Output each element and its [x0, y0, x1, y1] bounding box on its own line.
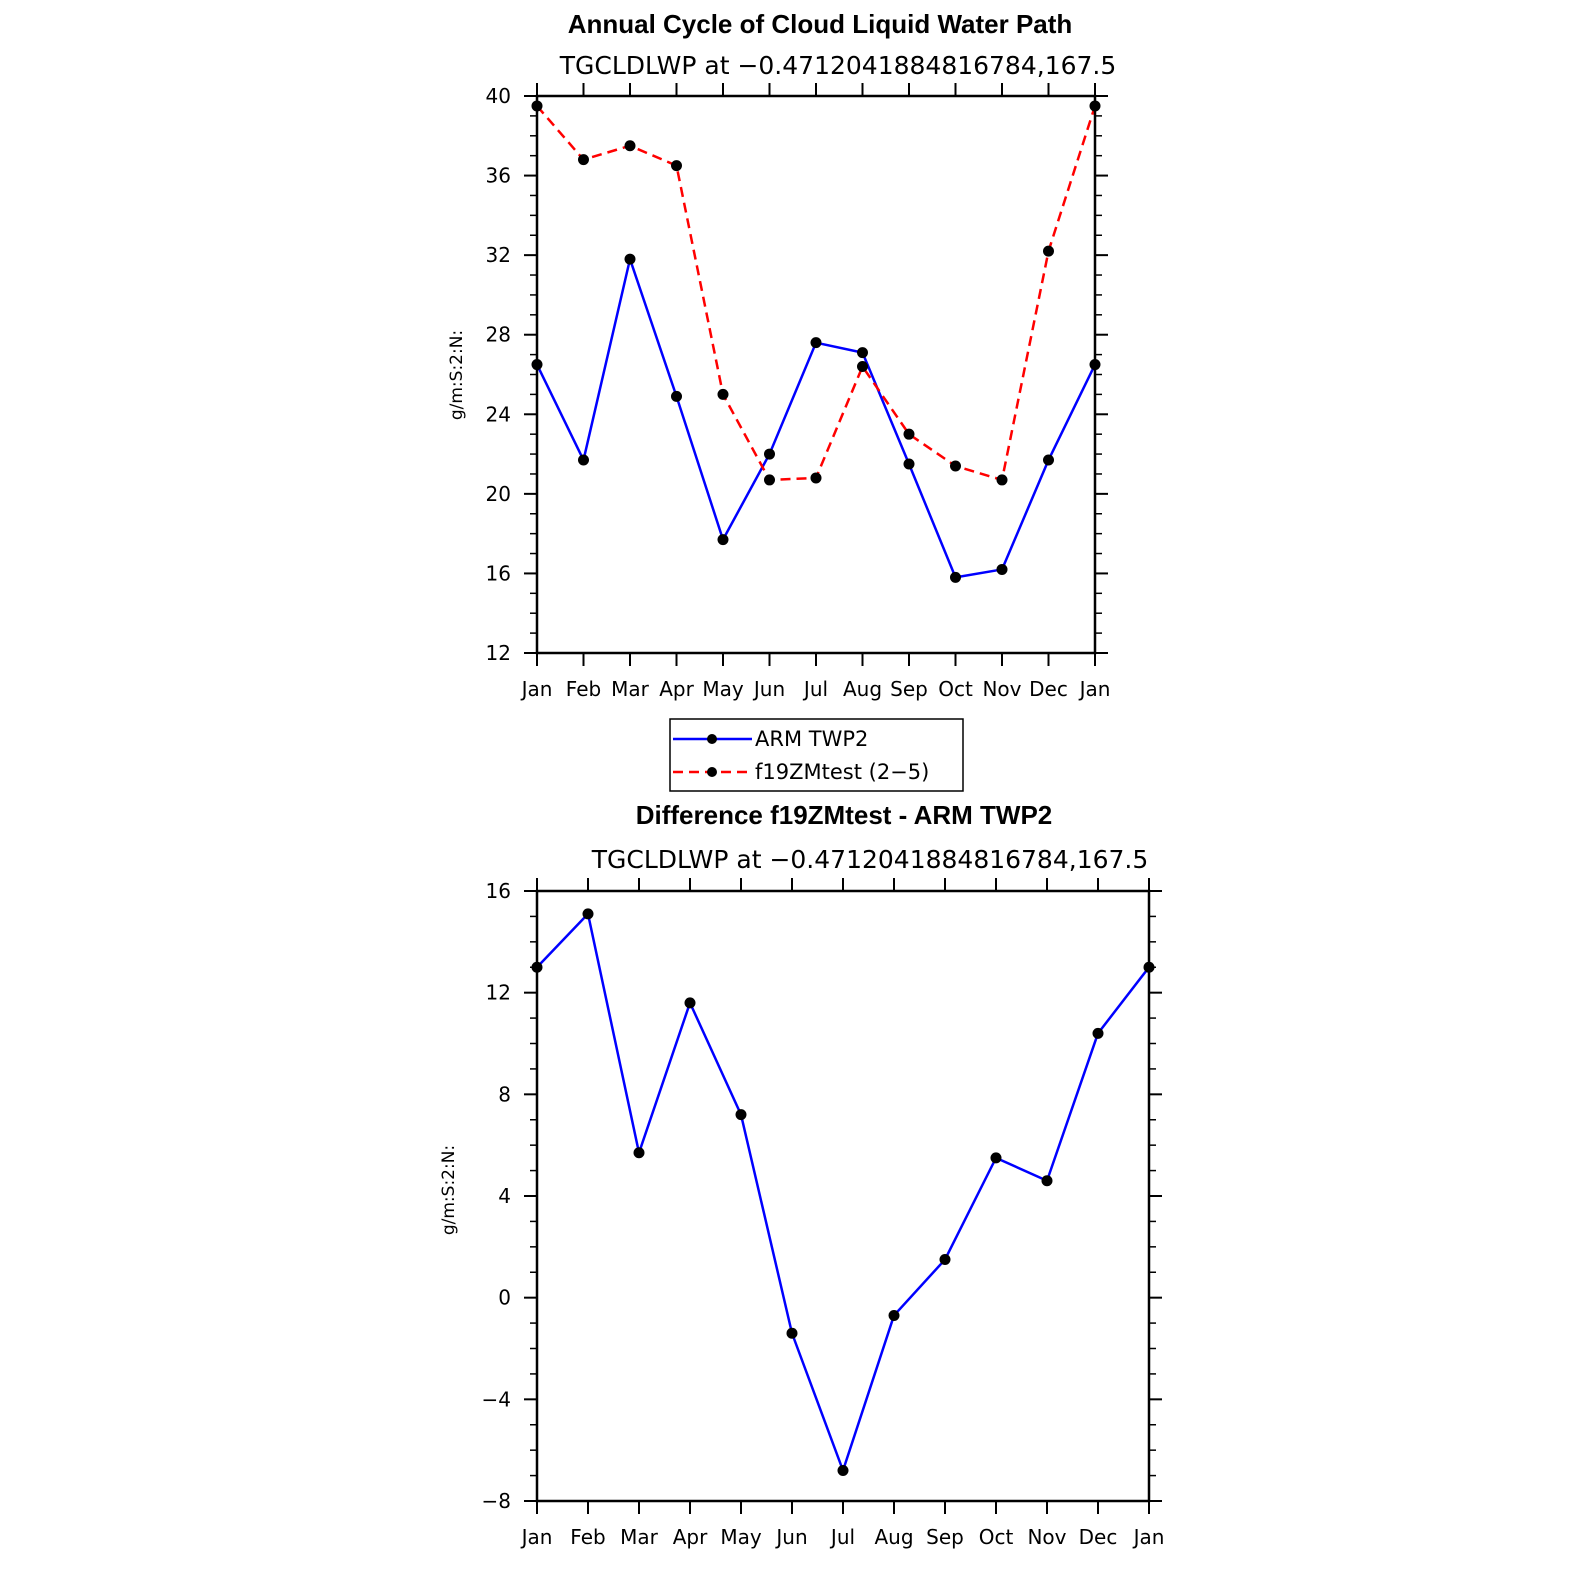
x-tick-label: Sep: [926, 1525, 964, 1549]
x-tick-label: Aug: [874, 1525, 913, 1549]
legend: ARM TWP2 f19ZMtest (2−5): [669, 718, 964, 792]
data-point: [764, 448, 775, 460]
data-point: [735, 1109, 747, 1121]
data-point: [1041, 1175, 1053, 1187]
x-tick-label: Jan: [1132, 1525, 1165, 1549]
legend-marker-f19: [707, 767, 717, 777]
legend-marker-arm: [707, 734, 717, 744]
axis-ticks: Jan Feb Mar Apr May Jun Jul Aug Sep Oct Nov Dec Jan−…: [482, 878, 1165, 1549]
y-tick-label: 0: [498, 1286, 511, 1310]
y-tick-label: 20: [486, 482, 511, 506]
data-point: [764, 474, 775, 486]
x-tick-label: Apr: [673, 1525, 708, 1549]
y-tick-label: 36: [486, 164, 511, 188]
data-point: [837, 1465, 849, 1476]
data-point: [671, 160, 682, 172]
x-tick-label: Apr: [659, 677, 694, 701]
series-marks: [531, 908, 1155, 1476]
series-line: [535, 257, 1097, 579]
y-axis-label: g/m:S:2:N:: [439, 1145, 459, 1235]
data-point: [624, 253, 636, 265]
data-point: [857, 347, 868, 359]
x-tick-label: Mar: [620, 1525, 659, 1549]
data-point: [996, 474, 1008, 486]
y-tick-label: 12: [486, 981, 511, 1005]
data-point: [684, 997, 696, 1009]
data-point: [857, 361, 868, 373]
data-point: [582, 908, 594, 920]
x-tick-label: Jun: [752, 677, 785, 701]
data-point: [578, 154, 589, 166]
legend-label-arm: ARM TWP2: [755, 727, 868, 751]
x-tick-label: May: [702, 677, 744, 701]
x-tick-label: Mar: [611, 677, 650, 701]
data-point: [939, 1254, 951, 1266]
plot-frame: [535, 889, 1151, 1503]
x-tick-label: Jul: [802, 677, 828, 701]
x-tick-label: Jan: [520, 1525, 553, 1549]
y-tick-label: 16: [486, 879, 511, 903]
data-point: [717, 388, 729, 400]
y-tick-label: 32: [486, 243, 511, 267]
chart-subtitle: TGCLDLWP at −0.4712041884816784,167.5: [591, 845, 1149, 874]
chart-subtitle: TGCLDLWP at −0.4712041884816784,167.5: [559, 51, 1117, 80]
difference-chart: Difference f19ZMtest - ARM TWP2 TGCLDLWP…: [439, 800, 1164, 1549]
y-tick-label: 40: [486, 84, 511, 108]
data-point: [810, 337, 822, 349]
x-tick-label: Jul: [829, 1525, 855, 1549]
y-tick-label: 12: [486, 641, 511, 665]
data-point: [717, 534, 729, 546]
x-tick-label: May: [720, 1525, 762, 1549]
x-tick-label: Jan: [1078, 677, 1111, 701]
series-line: [536, 912, 1150, 1472]
data-point: [671, 390, 682, 402]
data-point: [950, 571, 961, 583]
series-line: [536, 105, 1097, 482]
y-tick-label: 8: [498, 1082, 511, 1106]
data-point: [578, 454, 589, 466]
x-tick-label: Dec: [1079, 1525, 1118, 1549]
data-point: [624, 140, 636, 152]
x-tick-label: Sep: [890, 677, 928, 701]
data-point: [1043, 454, 1054, 466]
x-tick-label: Nov: [1027, 1525, 1066, 1549]
legend-label-f19: f19ZMtest (2−5): [755, 760, 929, 784]
x-tick-label: Jan: [520, 677, 553, 701]
y-tick-label: −4: [482, 1387, 511, 1411]
data-point: [810, 472, 822, 484]
data-point: [950, 460, 961, 472]
y-tick-label: 4: [498, 1184, 511, 1208]
x-tick-label: Jun: [774, 1525, 807, 1549]
x-tick-label: Feb: [566, 677, 601, 701]
y-axis-label: g/m:S:2:N:: [447, 330, 467, 420]
data-point: [903, 428, 915, 440]
data-point: [786, 1327, 798, 1339]
data-point: [888, 1309, 900, 1321]
y-tick-label: 16: [486, 561, 511, 585]
data-point: [903, 458, 915, 470]
data-point: [990, 1152, 1002, 1164]
y-tick-label: 28: [486, 323, 511, 347]
annual-cycle-chart: Annual Cycle of Cloud Liquid Water Path …: [447, 9, 1116, 701]
chart-title: Difference f19ZMtest - ARM TWP2: [636, 800, 1053, 830]
data-point: [996, 563, 1008, 575]
x-tick-label: Oct: [938, 677, 973, 701]
y-tick-label: 24: [486, 402, 511, 426]
series-marks: [531, 100, 1101, 583]
legend-box: [669, 718, 964, 792]
data-point: [633, 1147, 645, 1159]
data-point: [1092, 1027, 1104, 1039]
x-tick-label: Oct: [979, 1525, 1014, 1549]
chart-title: Annual Cycle of Cloud Liquid Water Path: [568, 9, 1073, 39]
y-tick-label: −8: [482, 1489, 511, 1513]
axis-ticks: Jan Feb Mar Apr May Jun Jul Aug Sep Oct Nov Dec Jan 1…: [486, 83, 1111, 701]
x-tick-label: Aug: [843, 677, 882, 701]
x-tick-label: Nov: [982, 677, 1021, 701]
x-tick-label: Dec: [1029, 677, 1068, 701]
plot-frame: [535, 94, 1097, 655]
data-point: [1043, 245, 1054, 257]
x-tick-label: Feb: [570, 1525, 605, 1549]
